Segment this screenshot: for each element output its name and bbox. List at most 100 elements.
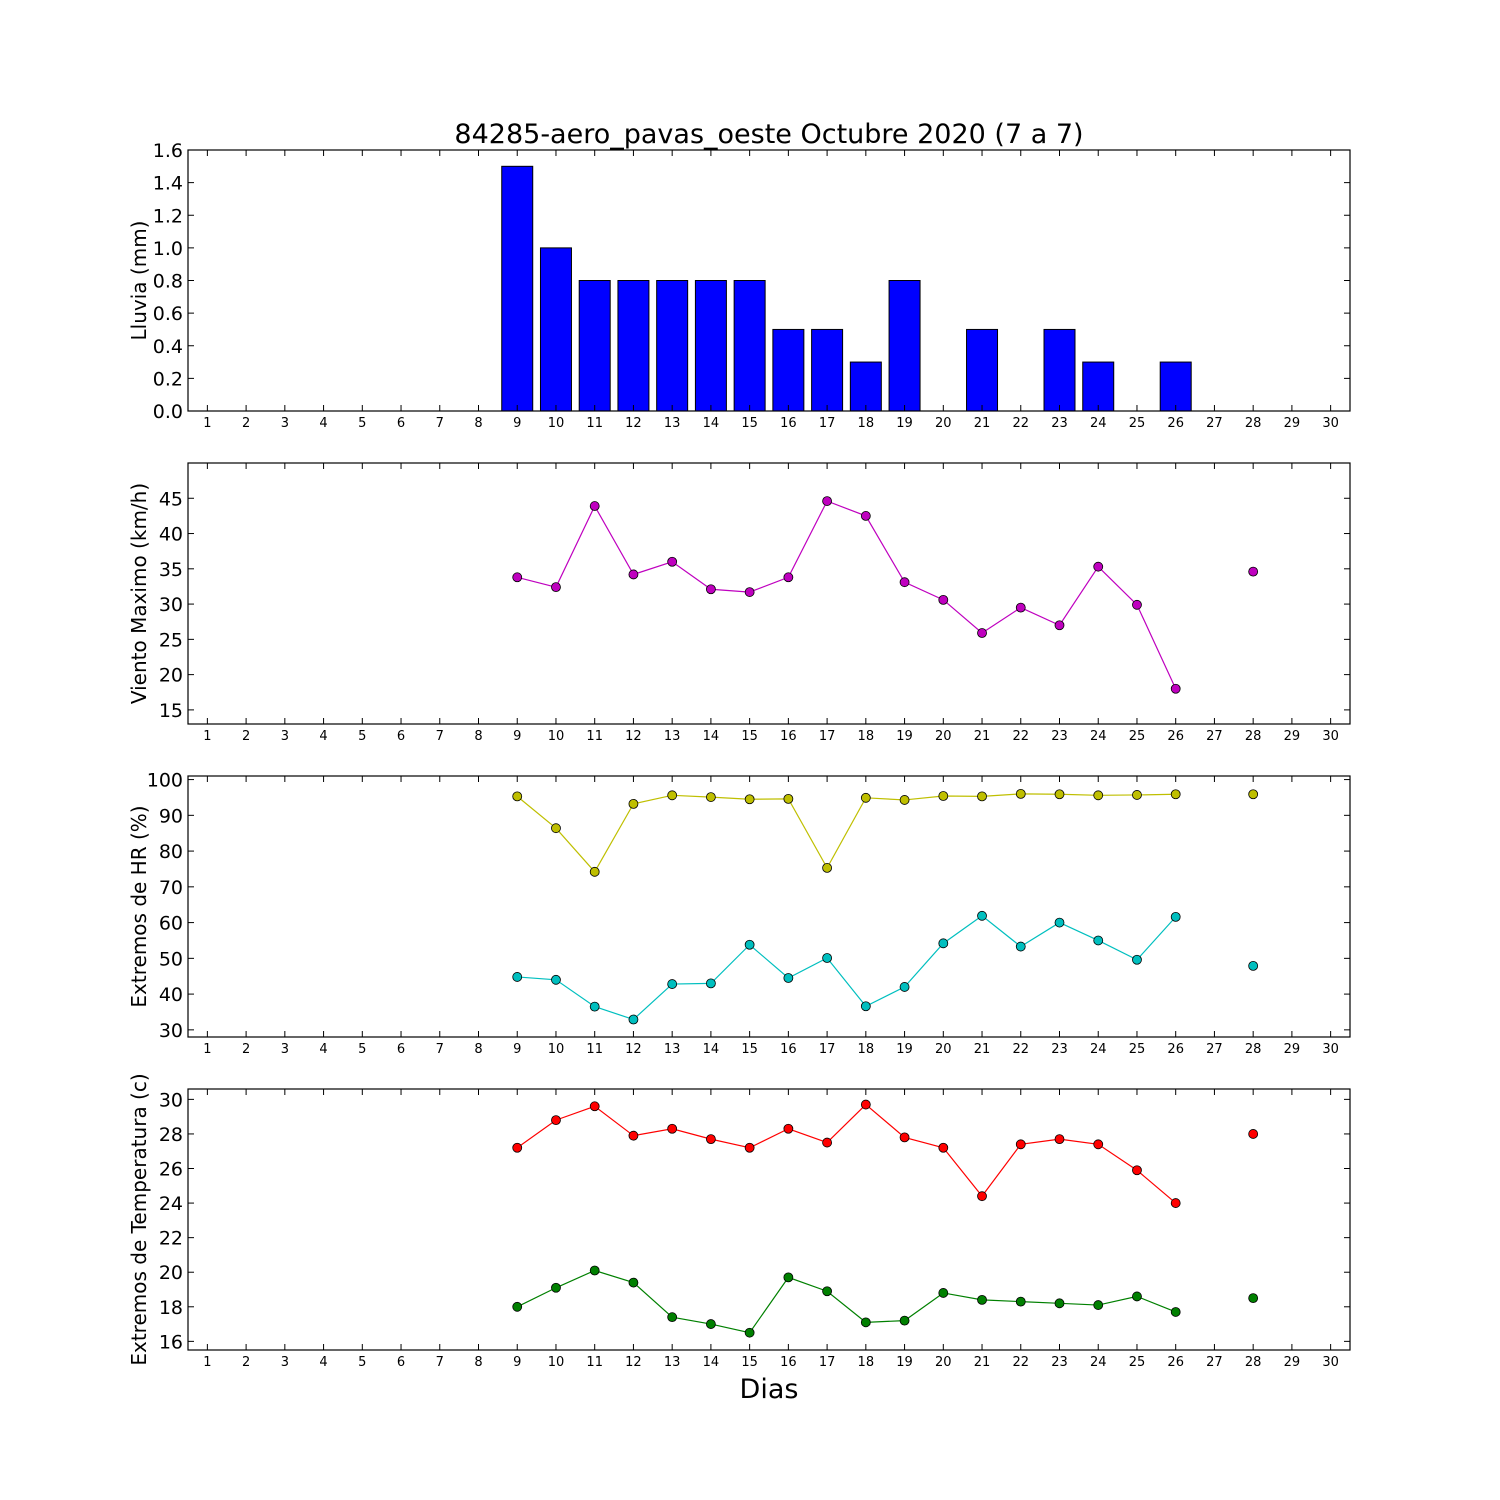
- x-tick-label: 16: [780, 1042, 797, 1057]
- x-tick-label: 18: [858, 1042, 875, 1057]
- data-point: [1015, 941, 1026, 952]
- panel-4: 1 2 3 4 5 6 7 8 9 10 11 12 13 14 15 16 17 18 19 20 21 22 23 24 2…: [127, 1073, 1351, 1370]
- y-tick-label: 18: [159, 1297, 183, 1319]
- y-tick-label: 0.4: [153, 336, 183, 358]
- x-tick-label: 21: [974, 416, 991, 431]
- x-tick-label: 22: [1012, 1355, 1029, 1370]
- x-tick-label: 8: [474, 416, 482, 431]
- x-tick-label: 26: [1167, 1355, 1184, 1370]
- x-tick-label: 20: [935, 1042, 952, 1057]
- data-point: [977, 791, 987, 802]
- rain-bar: [539, 247, 572, 412]
- data-point: [706, 978, 716, 989]
- x-tick-label: 30: [1322, 729, 1339, 744]
- x-tick-label: 17: [819, 416, 836, 431]
- rain-bar: [1082, 361, 1115, 412]
- data-point: [899, 577, 910, 588]
- x-tick-label: 6: [397, 416, 405, 431]
- y-tick-label: 1.2: [153, 205, 183, 227]
- data-point: [899, 1315, 910, 1326]
- x-tick-label: 3: [281, 729, 289, 744]
- y-tick-label: 20: [159, 1262, 183, 1284]
- x-tick-label: 4: [319, 1042, 327, 1057]
- x-tick-label: 30: [1322, 1355, 1339, 1370]
- x-tick-label: 13: [664, 1355, 681, 1370]
- x-tick-label: 28: [1245, 416, 1262, 431]
- data-point: [1248, 960, 1259, 971]
- x-tick-label: 5: [358, 1042, 366, 1057]
- rain-bar: [1159, 361, 1192, 412]
- data-point: [1054, 1298, 1065, 1309]
- x-tick-label: 11: [586, 416, 603, 431]
- data-point: [822, 862, 832, 873]
- x-tick-label: 7: [436, 729, 444, 744]
- data-point: [783, 793, 794, 804]
- data-point: [589, 1001, 600, 1012]
- x-tick-label: 5: [358, 1355, 366, 1370]
- x-tick-label: 11: [586, 1042, 603, 1057]
- x-tick-label: 5: [358, 416, 366, 431]
- data-point: [667, 1123, 678, 1134]
- data-point: [551, 1115, 561, 1126]
- y-tick-label: 24: [159, 1193, 183, 1215]
- x-tick-label: 3: [281, 416, 289, 431]
- x-tick-label: 19: [896, 1355, 913, 1370]
- data-point: [1093, 790, 1104, 801]
- y-tick-label: 25: [159, 629, 183, 651]
- data-point: [1248, 1293, 1259, 1304]
- data-point: [1170, 683, 1181, 694]
- x-tick-label: 2: [242, 1355, 250, 1370]
- data-point: [899, 1132, 910, 1143]
- data-point: [1093, 935, 1104, 946]
- data-point: [1132, 790, 1142, 800]
- plot-frame: [187, 462, 1351, 725]
- panel-2: 1 2 3 4 5 6 7 8 9 10 11 12 13 14 15 16 17 18 19 20 21 22 23 24 2…: [127, 462, 1351, 744]
- data-point: [822, 496, 832, 506]
- data-point: [667, 1312, 678, 1323]
- y-tick-label: 80: [159, 841, 183, 863]
- x-tick-label: 9: [513, 1042, 521, 1057]
- x-tick-label: 12: [625, 729, 642, 744]
- data-point: [1170, 911, 1181, 922]
- data-point: [551, 582, 561, 593]
- data-point: [1132, 954, 1142, 965]
- x-tick-label: 12: [625, 1042, 642, 1057]
- data-point: [1132, 1291, 1142, 1302]
- data-point: [589, 1101, 600, 1112]
- data-point: [628, 1014, 639, 1025]
- x-tick-label: 4: [319, 416, 327, 431]
- x-tick-label: 1: [203, 729, 211, 744]
- data-point: [1170, 1198, 1181, 1208]
- x-tick-label: 19: [896, 729, 913, 744]
- x-tick-label: 8: [474, 1355, 482, 1370]
- x-tick-label: 23: [1051, 1042, 1068, 1057]
- x-tick-label: 21: [974, 1355, 991, 1370]
- data-point: [938, 1142, 949, 1153]
- x-tick-label: 13: [664, 416, 681, 431]
- rain-bar: [1043, 328, 1076, 412]
- data-point: [1248, 789, 1259, 800]
- series-line: [516, 1103, 1177, 1204]
- x-tick-label: 10: [548, 1355, 565, 1370]
- x-tick-label: 23: [1051, 1355, 1068, 1370]
- y-tick-label: 22: [159, 1228, 183, 1250]
- y-tick-label: 40: [159, 984, 183, 1006]
- data-point: [667, 790, 678, 801]
- data-point: [822, 1137, 832, 1148]
- data-point: [938, 791, 949, 801]
- y-axis-label: Viento Maximo (km/h): [127, 483, 151, 704]
- x-tick-label: 4: [319, 729, 327, 744]
- x-tick-label: 10: [548, 1042, 565, 1057]
- data-point: [860, 511, 871, 521]
- x-tick-label: 29: [1284, 1355, 1301, 1370]
- x-tick-label: 22: [1012, 1042, 1029, 1057]
- x-tick-label: 6: [397, 1042, 405, 1057]
- series-line: [517, 915, 1177, 1021]
- chart-title: 84285-aero_pavas_oeste Octubre 2020 (7 a…: [454, 119, 1083, 150]
- y-tick-label: 100: [147, 770, 183, 792]
- x-tick-label: 14: [703, 416, 720, 431]
- data-point: [783, 1272, 794, 1283]
- data-point: [1170, 1307, 1181, 1317]
- y-tick-label: 20: [159, 665, 183, 687]
- x-tick-label: 1: [203, 1042, 211, 1057]
